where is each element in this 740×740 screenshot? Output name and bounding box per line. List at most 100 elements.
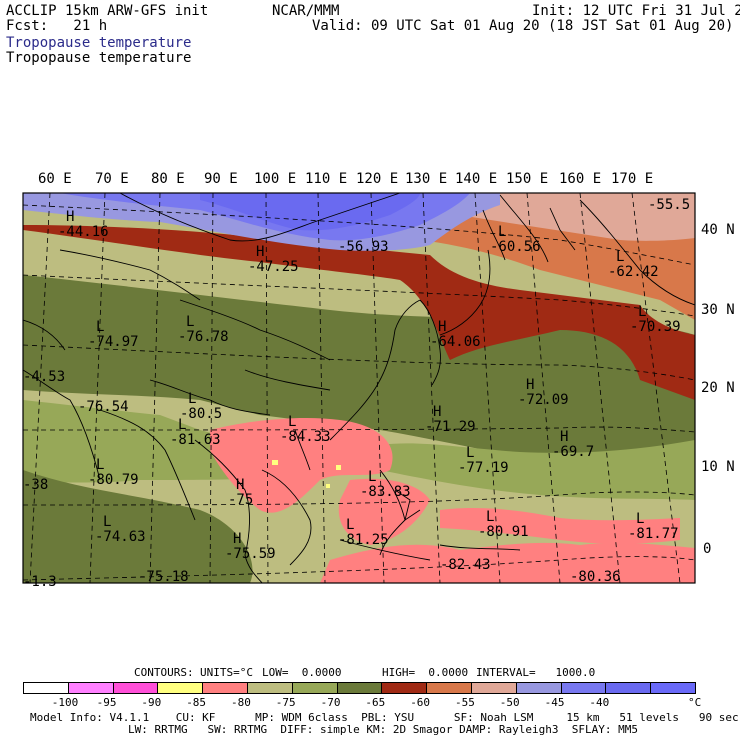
extremum-value: -38 — [23, 477, 49, 493]
extremum-value: -75.18 — [138, 569, 189, 585]
colorbar-label: -85 — [186, 696, 207, 709]
colorbar-label: -95 — [96, 696, 117, 709]
colorbar-label: -60 — [410, 696, 431, 709]
colorbar-swatch — [67, 682, 114, 694]
colorbar-label: -50 — [499, 696, 520, 709]
extremum-value: -69.7 — [552, 444, 595, 460]
colorbar-label: -100 — [51, 696, 79, 709]
high-marker: H — [560, 429, 569, 445]
low-marker: L — [346, 517, 355, 533]
extremum-value: -77.19 — [458, 460, 509, 476]
extremum-value: -76.78 — [178, 329, 229, 345]
temperature-shading — [23, 193, 695, 583]
colorbar-label: -40 — [589, 696, 610, 709]
colorbar-swatch — [291, 682, 338, 694]
colorbar-swatch — [471, 682, 517, 694]
low-marker: L — [288, 414, 297, 430]
extremum-value: -55.5 — [648, 197, 691, 213]
colorbar-swatch — [605, 682, 652, 694]
colorbar-label: -90 — [141, 696, 162, 709]
latitude-label: 30 N — [701, 302, 735, 318]
valid-time: Valid: 09 UTC Sat 01 Aug 20 (18 JST Sat … — [312, 18, 734, 34]
extremum-value: -71.29 — [425, 419, 476, 435]
longitude-label: 90 E — [204, 171, 238, 187]
low-marker: L — [638, 304, 647, 320]
extremum-value: -44.16 — [58, 224, 109, 240]
low-marker: L — [498, 224, 507, 240]
low-marker: L — [96, 319, 105, 335]
colorbar-swatch — [23, 682, 69, 694]
forecast-hour: Fcst: 21 h — [6, 18, 108, 34]
low-marker: L — [186, 314, 195, 330]
high-marker: H — [236, 477, 245, 493]
low-marker: L — [636, 511, 645, 527]
extremum-value: -56.93 — [338, 239, 389, 255]
extremum-value: -74.97 — [88, 334, 139, 350]
colorbar-swatch — [515, 682, 562, 694]
colorbar-swatch — [112, 682, 159, 694]
extremum-value: -76.54 — [78, 399, 129, 415]
low-marker: L — [178, 417, 187, 433]
extremum-value: -47.25 — [248, 259, 299, 275]
longitude-label: 170 E — [611, 171, 654, 187]
extremum-value: -62.42 — [608, 264, 659, 280]
field-title-primary: Tropopause temperature — [6, 35, 192, 51]
longitude-label: 130 E — [405, 171, 448, 187]
map-frame — [22, 192, 696, 584]
colorbar-swatch — [650, 682, 696, 694]
low-marker: L — [188, 391, 197, 407]
longitude-label: 150 E — [506, 171, 549, 187]
high-marker: H — [526, 377, 535, 393]
low-marker: L — [368, 469, 377, 485]
extremum-value: -75 — [228, 492, 254, 508]
high-marker: H — [433, 404, 442, 420]
extremum-value: -83.83 — [360, 484, 411, 500]
colorbar-swatch — [247, 682, 293, 694]
colorbar-swatch — [202, 682, 248, 694]
low-marker: L — [96, 457, 105, 473]
extremum-value: -81.77 — [628, 526, 679, 542]
model-title: ACCLIP 15km ARW-GFS init — [6, 3, 209, 19]
colorbar-unit: °C — [688, 696, 702, 709]
extremum-value: -84.33 — [280, 429, 331, 445]
colorbar-swatch — [426, 682, 472, 694]
extremum-value: -1.3 — [23, 574, 57, 590]
extremum-value: -70.39 — [630, 319, 681, 335]
graticule — [23, 193, 695, 583]
high-marker: H — [438, 319, 447, 335]
coastlines — [23, 193, 695, 583]
colorbar-swatch — [336, 682, 383, 694]
colorbar-swatch — [381, 682, 428, 694]
low-marker: L — [616, 249, 625, 265]
longitude-label: 110 E — [305, 171, 348, 187]
extremum-value: -80.5 — [180, 406, 223, 422]
extremum-value: -81.25 — [338, 532, 389, 548]
extremum-value: -74.63 — [95, 529, 146, 545]
model-info-line-2: LW: RRTMG SW: RRTMG DIFF: simple KM: 2D … — [128, 723, 638, 736]
extremum-value: -80.91 — [478, 524, 529, 540]
colorbar-label: -65 — [365, 696, 386, 709]
latitude-label: 40 N — [701, 222, 735, 238]
contours-units: UNITS=°C — [200, 666, 253, 679]
extremum-value: -75.59 — [225, 546, 276, 562]
extremum-value: -72.09 — [518, 392, 569, 408]
field-title-secondary: Tropopause temperature — [6, 50, 192, 66]
latitude-label: 10 N — [701, 459, 735, 475]
organization-label: NCAR/MMM — [272, 3, 340, 19]
extremum-value: -82.43 — [440, 557, 491, 573]
extremum-value: -60.56 — [490, 239, 541, 255]
contours-low: LOW= 0.0000 — [262, 666, 342, 679]
latitude-label: 20 N — [701, 380, 735, 396]
longitude-label: 70 E — [95, 171, 129, 187]
contours-label: CONTOURS: — [134, 666, 194, 679]
low-marker: L — [466, 445, 475, 461]
colorbar-swatch — [157, 682, 204, 694]
colorbar-label: -55 — [455, 696, 475, 709]
high-marker: H — [233, 531, 242, 547]
colorbar-label: -75 — [275, 696, 296, 709]
contours-interval: INTERVAL= 1000.0 — [476, 666, 596, 679]
latitude-label: 0 — [703, 541, 712, 557]
extremum-value: -4.53 — [23, 369, 66, 385]
longitude-label: 60 E — [38, 171, 72, 187]
extremum-value: -80.79 — [88, 472, 139, 488]
